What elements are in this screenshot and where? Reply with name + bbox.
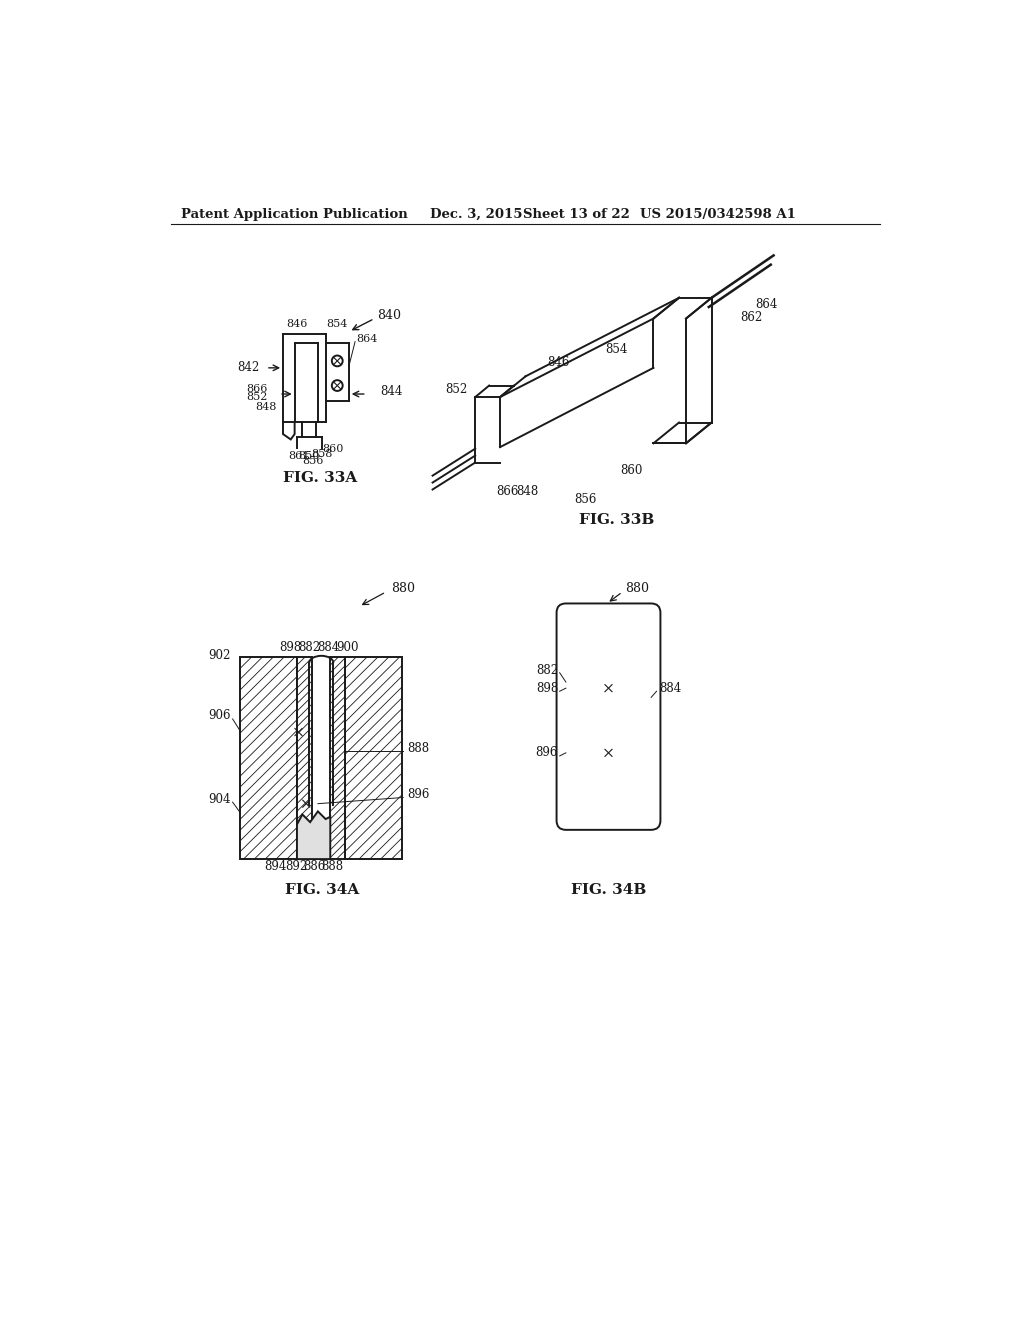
FancyBboxPatch shape [557, 603, 660, 830]
Text: 896: 896 [407, 788, 429, 801]
Text: 858: 858 [311, 449, 333, 459]
Text: Sheet 13 of 22: Sheet 13 of 22 [523, 209, 630, 222]
Text: 852: 852 [445, 383, 467, 396]
Text: 898: 898 [279, 640, 301, 653]
Text: 846: 846 [287, 319, 307, 329]
Text: 906: 906 [209, 709, 231, 722]
Text: 852: 852 [246, 392, 267, 403]
Text: 854: 854 [327, 319, 348, 329]
Text: 882: 882 [298, 640, 321, 653]
Text: 860: 860 [322, 445, 343, 454]
Text: 866: 866 [246, 384, 267, 393]
Text: 844: 844 [380, 385, 402, 399]
Text: 860: 860 [621, 463, 643, 477]
Bar [331, 657, 345, 859]
Text: 840: 840 [378, 309, 401, 322]
Text: 904: 904 [209, 792, 231, 805]
Text: 856: 856 [574, 492, 596, 506]
Text: 846: 846 [547, 356, 569, 370]
Bar [241, 657, 297, 859]
Text: 856: 856 [302, 455, 324, 466]
Text: 882: 882 [536, 664, 558, 677]
Text: 864: 864 [756, 298, 778, 312]
Text: 880: 880 [391, 582, 416, 594]
Polygon shape [297, 812, 331, 859]
Text: 894: 894 [264, 861, 287, 874]
Text: 884: 884 [658, 681, 681, 694]
Text: 880: 880 [626, 582, 649, 594]
Text: 896: 896 [536, 746, 558, 759]
Text: 898: 898 [536, 681, 558, 694]
Text: 902: 902 [209, 648, 231, 661]
Bar [345, 657, 401, 859]
Text: 888: 888 [321, 861, 343, 874]
Text: 900: 900 [336, 640, 358, 653]
Text: Patent Application Publication: Patent Application Publication [180, 209, 408, 222]
Text: 861: 861 [288, 450, 309, 461]
Text: 854: 854 [605, 343, 628, 356]
Text: 888: 888 [407, 742, 429, 755]
Text: 866: 866 [497, 484, 519, 498]
Text: FIG. 33A: FIG. 33A [283, 471, 357, 484]
Bar [297, 657, 312, 859]
Text: 848: 848 [516, 484, 539, 498]
Text: FIG. 34A: FIG. 34A [285, 883, 358, 896]
Text: FIG. 33B: FIG. 33B [579, 513, 654, 527]
Text: US 2015/0342598 A1: US 2015/0342598 A1 [640, 209, 796, 222]
Text: 848: 848 [255, 403, 276, 412]
Text: FIG. 34B: FIG. 34B [570, 883, 646, 896]
Text: 862: 862 [740, 312, 763, 325]
Text: Dec. 3, 2015: Dec. 3, 2015 [430, 209, 522, 222]
Text: 892: 892 [285, 861, 307, 874]
Text: 850: 850 [299, 450, 321, 461]
Text: 864: 864 [356, 334, 378, 343]
Text: 886: 886 [303, 861, 326, 874]
Text: 842: 842 [237, 362, 259, 375]
Text: 884: 884 [316, 640, 339, 653]
